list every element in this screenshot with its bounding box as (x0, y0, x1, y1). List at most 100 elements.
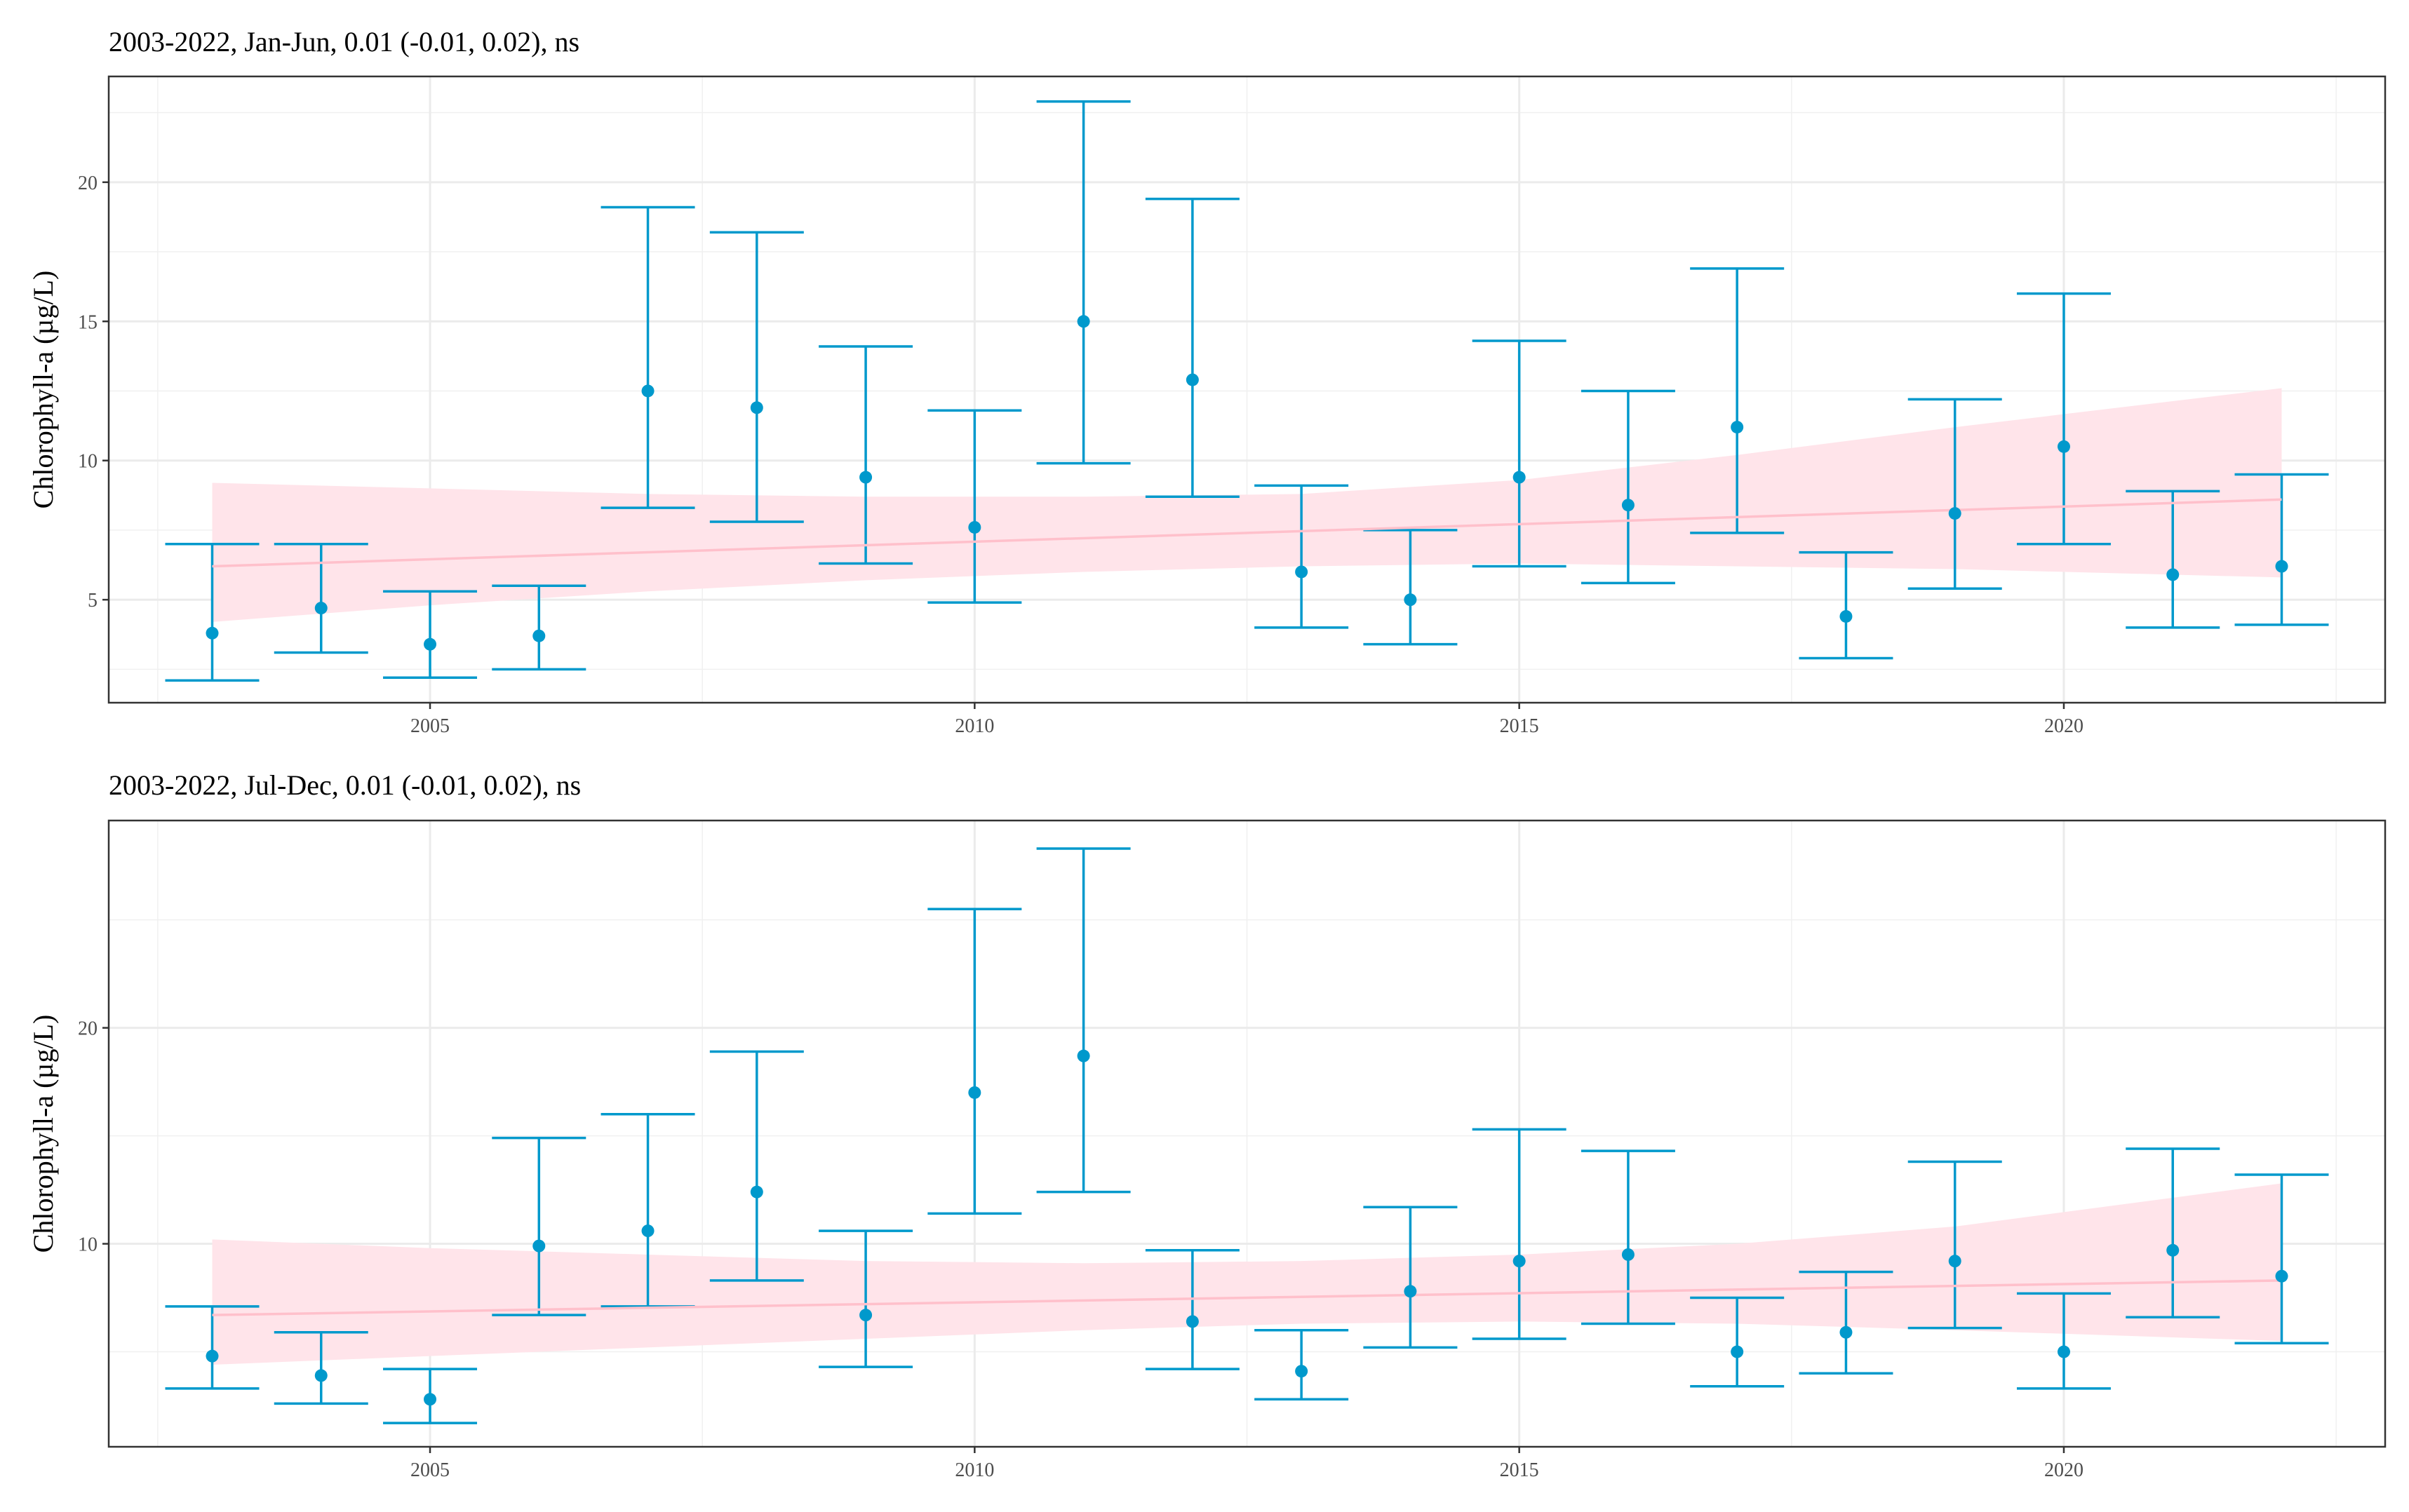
data-point (1948, 1255, 1961, 1268)
data-point (532, 629, 546, 642)
data-point (1512, 471, 1526, 484)
data-point (314, 1369, 328, 1382)
error-bar (709, 1050, 804, 1282)
data-point (1295, 565, 1308, 579)
trend-line (212, 498, 2282, 568)
data-point (1077, 315, 1090, 328)
trend-confidence-band (212, 1183, 2282, 1365)
error-bar (2016, 292, 2111, 546)
error-bar (1363, 529, 1458, 646)
data-point (968, 520, 981, 534)
data-point (859, 1309, 873, 1322)
error-bar (1254, 484, 1349, 629)
data-point (2166, 568, 2180, 581)
data-point (2275, 1269, 2288, 1283)
error-bar (1254, 1328, 1349, 1401)
error-bar (819, 1229, 913, 1368)
data-point (968, 1086, 981, 1099)
x-tick-label: 2015 (1500, 715, 1539, 737)
x-tick-label: 2020 (2044, 715, 2083, 737)
error-bar (2234, 1173, 2329, 1344)
x-tick-label: 2005 (410, 715, 450, 737)
error-bar (1581, 389, 1675, 585)
error-bar (709, 231, 804, 523)
error-bar (2016, 1292, 2111, 1390)
axes: 2005 2010 2015 2020 10 20 (78, 1018, 2083, 1481)
axes: 2005 2010 2015 2020 5 10 15 20 (78, 173, 2083, 737)
data-point (1621, 1248, 1635, 1261)
data-point (641, 1224, 655, 1238)
data-point (532, 1239, 546, 1253)
data-point (1621, 499, 1635, 512)
x-tick-label: 2010 (955, 715, 994, 737)
data-point (2057, 440, 2070, 453)
data-point (314, 602, 328, 615)
data-point (1295, 1365, 1308, 1378)
error-bar (819, 345, 913, 565)
data-point (641, 384, 655, 398)
error-bars (165, 100, 2329, 682)
trend-confidence-band (212, 388, 2282, 622)
chart-title: 2003-2022, Jul-Dec, 0.01 (-0.01, 0.02), … (109, 769, 582, 801)
data-points (206, 315, 2288, 651)
error-bar (2126, 1147, 2220, 1318)
error-bar (1472, 339, 1566, 568)
y-tick-label: 5 (88, 590, 98, 612)
data-point (750, 401, 763, 414)
y-tick-label: 10 (78, 1234, 98, 1256)
y-axis-title: Chlorophyll-a (µg/L) (27, 271, 59, 509)
data-point (2275, 560, 2288, 573)
x-tick-label: 2015 (1500, 1459, 1539, 1481)
error-bar (1472, 1128, 1566, 1340)
y-tick-label: 10 (78, 451, 98, 473)
data-point (1948, 507, 1961, 520)
y-tick-label: 20 (78, 173, 98, 194)
data-point (1839, 609, 1853, 623)
x-tick-label: 2005 (410, 1459, 450, 1481)
plot-border (107, 75, 2387, 704)
error-bar (1145, 1249, 1240, 1370)
trend-line (212, 1279, 2282, 1316)
error-bar (1036, 847, 1131, 1194)
grid-lines (109, 76, 2385, 703)
error-bar (1907, 398, 2002, 590)
y-axis-title: Chlorophyll-a (µg/L) (27, 1015, 59, 1253)
error-bar (165, 543, 260, 682)
data-point (206, 626, 219, 640)
error-bar (600, 205, 695, 509)
data-point (859, 471, 873, 484)
error-bar (1907, 1160, 2002, 1330)
data-point (2057, 1345, 2070, 1358)
data-point (1731, 1345, 1744, 1358)
data-point (2166, 1243, 2180, 1257)
chart-panel-bottom: 2003-2022, Jul-Dec, 0.01 (-0.01, 0.02), … (0, 743, 2409, 1512)
error-bar (165, 1305, 260, 1390)
error-bar (1690, 1296, 1785, 1388)
error-bar (1145, 197, 1240, 499)
error-bar (1363, 1206, 1458, 1349)
data-point (424, 1393, 437, 1406)
chlorophyll-chart-jan-jun: 2005 2010 2015 2020 5 10 15 20 Chlorophyll-a (µg… (27, 75, 2387, 737)
error-bar (927, 907, 1022, 1215)
chart-panel-top: 2003-2022, Jan-Jun, 0.01 (-0.01, 0.02), … (0, 0, 2409, 743)
x-tick-label: 2020 (2044, 1459, 2083, 1481)
y-tick-label: 15 (78, 311, 98, 333)
data-point (1404, 593, 1417, 607)
error-bar (927, 409, 1022, 604)
error-bar (383, 590, 478, 680)
y-tick-label: 20 (78, 1018, 98, 1040)
error-bar (274, 1331, 368, 1405)
data-point (1731, 421, 1744, 434)
data-point (1512, 1255, 1526, 1268)
error-bar (2126, 490, 2220, 629)
chart-title: 2003-2022, Jan-Jun, 0.01 (-0.01, 0.02), … (109, 26, 580, 58)
error-bar (1036, 100, 1131, 465)
data-point (1404, 1285, 1417, 1298)
data-point (750, 1185, 763, 1199)
data-point (424, 637, 437, 651)
error-bar (1581, 1149, 1675, 1325)
error-bar (492, 1136, 586, 1316)
data-point (1186, 373, 1199, 386)
data-point (1186, 1315, 1199, 1328)
plot-border (107, 819, 2387, 1448)
